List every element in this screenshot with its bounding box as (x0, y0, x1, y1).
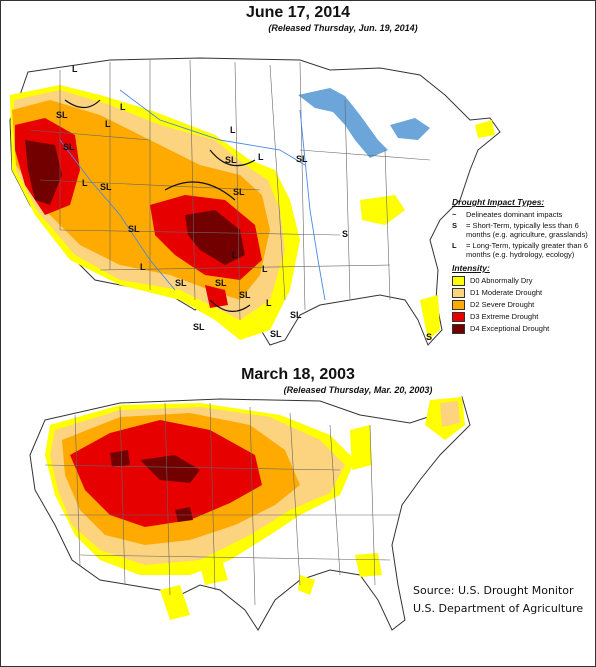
impact-label: L (262, 264, 268, 274)
impact-label: L (266, 298, 272, 308)
legend-intensity-item: D4 Exceptional Drought (452, 324, 592, 334)
legend-intensity-item: D0 Abnormally Dry (452, 276, 592, 286)
impact-label: L (230, 125, 236, 135)
impact-label: L (82, 178, 88, 188)
impact-lines-2014 (64, 99, 256, 312)
d0-swatch (452, 276, 465, 286)
impact-label: SL (128, 224, 140, 234)
impact-label: S (426, 332, 432, 342)
impact-labels-2014: L SL L L SL L SL L SL SL SL SL L SL SL L… (56, 64, 432, 342)
impact-label: SL (270, 329, 282, 339)
d4-areas-2003 (110, 450, 200, 522)
bottom-map-title: March 18, 2003 (241, 366, 355, 383)
legend-intensity-item: D3 Extreme Drought (452, 312, 592, 322)
legend-impact-text: Delineates dominant impacts (466, 210, 563, 219)
impact-label: S (342, 229, 348, 239)
impact-label: SL (233, 187, 245, 197)
impact-label: L (105, 119, 111, 129)
source-line-1: Source: U.S. Drought Monitor (413, 584, 574, 597)
impact-label: SL (239, 290, 251, 300)
legend: Drought Impact Types: ~ Delineates domin… (452, 197, 592, 336)
legend-impact-text: = Long-Term, typically greater than 6 mo… (466, 241, 588, 259)
impact-line-icon: ~ (452, 210, 457, 219)
legend-intensity-header: Intensity: (452, 263, 490, 273)
legend-intensity-label: D4 Exceptional Drought (470, 324, 550, 333)
impact-label: SL (193, 322, 205, 332)
legend-intensity-item: D2 Severe Drought (452, 300, 592, 310)
impact-label: L (258, 152, 264, 162)
legend-impact-text: = Short-Term, typically less than 6 mont… (466, 221, 588, 239)
impact-label: SL (296, 154, 308, 164)
great-lakes (298, 88, 430, 158)
legend-intensity-label: D3 Extreme Drought (470, 312, 539, 321)
source-note: Source: U.S. Drought Monitor U.S. Depart… (413, 582, 583, 618)
legend-impact-item: L = Long-Term, typically greater than 6 … (452, 241, 592, 259)
impact-label: SL (215, 278, 227, 288)
legend-impact-glyph: L (452, 241, 457, 250)
rivers-2014 (59, 89, 326, 301)
legend-intensity-item: D1 Moderate Drought (452, 288, 592, 298)
d2-swatch (452, 300, 465, 310)
source-line-2: U.S. Department of Agriculture (413, 602, 584, 615)
top-drought-map: L SL L L SL L SL L SL SL SL SL L SL SL L… (9, 57, 501, 346)
impact-label: SL (175, 278, 187, 288)
impact-label: SL (63, 142, 75, 152)
impact-label: L (140, 262, 146, 272)
state-lines-2003 (44, 402, 400, 606)
impact-label: SL (225, 155, 237, 165)
d3-swatch (452, 312, 465, 322)
legend-intensity-label: D0 Abnormally Dry (470, 276, 533, 285)
impact-label: L (120, 102, 126, 112)
impact-label: SL (290, 310, 302, 320)
top-map-title: June 17, 2014 (245, 4, 351, 21)
legend-impact-item: ~ Delineates dominant impacts (452, 210, 592, 219)
d4-swatch (452, 324, 465, 334)
legend-impact-header: Drought Impact Types: (452, 197, 545, 207)
legend-impact-glyph: S (452, 221, 458, 230)
legend-intensity-label: D1 Moderate Drought (470, 288, 543, 297)
legend-impact-item: S = Short-Term, typically less than 6 mo… (452, 221, 592, 239)
d1-swatch (452, 288, 465, 298)
top-map-subtitle: (Released Thursday, Jun. 19, 2014) (268, 23, 418, 33)
impact-label: L (72, 64, 78, 74)
bottom-map-subtitle: (Released Thursday, Mar. 20, 2003) (283, 385, 433, 395)
bottom-drought-map (29, 396, 471, 631)
impact-label: SL (56, 110, 68, 120)
legend-intensity-label: D2 Severe Drought (470, 300, 535, 309)
impact-label: SL (100, 182, 112, 192)
state-lines-2014 (29, 59, 431, 321)
impact-label: L (232, 250, 238, 260)
d4-areas-2014 (25, 140, 245, 265)
